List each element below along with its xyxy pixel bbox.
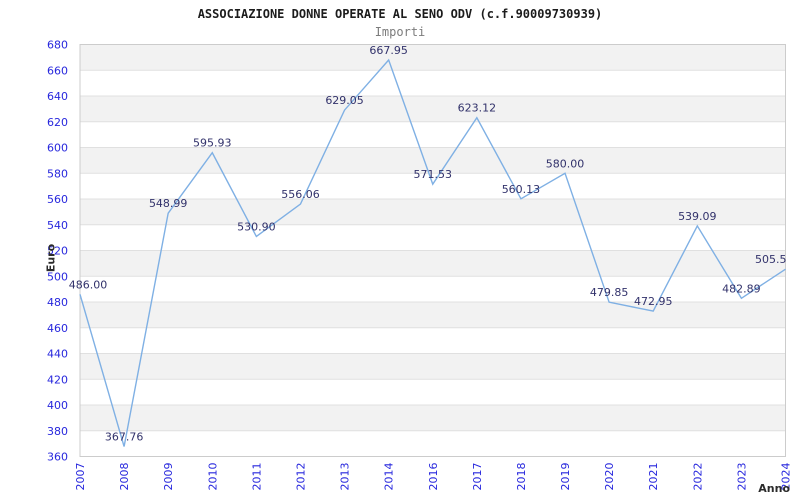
y-tick-label: 440 (47, 348, 68, 361)
y-tick-label: 520 (47, 245, 68, 258)
x-tick-label: 2009 (162, 463, 175, 491)
plot-band (80, 353, 786, 380)
y-tick-label: 600 (47, 142, 68, 155)
x-tick-label: 2018 (515, 463, 528, 491)
data-point-label: 548.99 (149, 197, 188, 210)
y-tick-label: 560 (47, 193, 68, 206)
y-tick-label: 420 (47, 373, 68, 386)
plot-band (80, 147, 786, 174)
data-point-label: 367.76 (105, 431, 144, 444)
plot-band (80, 96, 786, 122)
y-tick-label: 400 (47, 399, 68, 412)
data-point-label: 629.05 (325, 94, 364, 107)
x-tick-label: 2022 (691, 463, 704, 491)
x-tick-label: 2021 (647, 463, 660, 491)
data-point-label: 595.93 (193, 137, 232, 150)
data-point-label: 482.89 (722, 282, 761, 295)
x-tick-label: 2019 (559, 463, 572, 491)
y-tick-label: 660 (47, 64, 68, 77)
plot-band (80, 302, 786, 328)
data-point-label: 505.5 (755, 253, 787, 266)
x-tick-label: 2010 (206, 463, 219, 491)
x-tick-label: 2020 (603, 463, 616, 491)
x-tick-label: 2008 (118, 463, 131, 491)
y-tick-label: 540 (47, 219, 68, 232)
x-tick-label: 2013 (339, 463, 352, 491)
chart-subtitle: Importi (374, 25, 426, 39)
y-tick-label: 640 (47, 90, 68, 103)
data-point-label: 530.90 (237, 220, 276, 233)
data-point-label: 479.85 (590, 286, 629, 299)
plot-band (80, 250, 786, 277)
data-point-label: 571.53 (414, 168, 453, 181)
x-axis-name: Anno (758, 482, 790, 495)
x-tick-label: 2007 (74, 463, 87, 491)
x-tick-label: 2017 (471, 463, 484, 491)
y-tick-label: 360 (47, 451, 68, 464)
y-tick-label: 460 (47, 322, 68, 335)
data-point-label: 580.00 (546, 157, 585, 170)
y-tick-label: 380 (47, 425, 68, 438)
x-tick-label: 2014 (383, 463, 396, 491)
y-tick-label: 500 (47, 270, 68, 283)
data-point-label: 623.12 (458, 102, 497, 115)
plot-band (80, 405, 786, 431)
y-tick-label: 680 (47, 39, 68, 52)
plot-border (79, 44, 786, 457)
y-tick-label: 480 (47, 296, 68, 309)
data-point-label: 556.06 (281, 188, 320, 201)
x-tick-label: 2024 (780, 463, 793, 491)
x-tick-label: 2011 (250, 463, 263, 491)
data-point-label: 667.95 (369, 44, 408, 57)
y-axis-name: Euro (44, 243, 58, 273)
y-tick-label: 620 (47, 116, 68, 129)
data-point-label: 472.95 (634, 295, 673, 308)
plot-band (80, 199, 786, 225)
data-point-label: 486.00 (69, 278, 108, 291)
chart-title: ASSOCIAZIONE DONNE OPERATE AL SENO ODV (… (197, 7, 603, 21)
data-point-label: 539.09 (678, 210, 717, 223)
x-tick-label: 2023 (735, 463, 748, 491)
y-tick-label: 580 (47, 167, 68, 180)
x-tick-label: 2012 (294, 463, 307, 491)
series-line (79, 58, 786, 447)
data-point-label: 560.13 (502, 183, 541, 196)
x-tick-label: 2016 (427, 463, 440, 491)
plot-band (80, 44, 786, 71)
